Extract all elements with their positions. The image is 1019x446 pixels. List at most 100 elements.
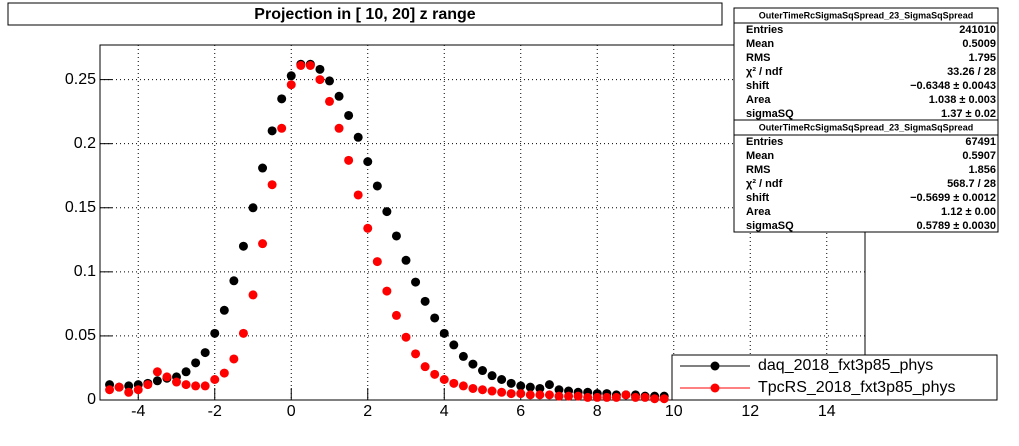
- legend-marker: [710, 383, 720, 393]
- stats-label: χ² / ndf: [746, 178, 783, 190]
- y-tick-label: 0.2: [74, 135, 96, 152]
- data-point: [478, 366, 487, 376]
- data-point: [152, 367, 162, 377]
- data-point: [286, 71, 296, 81]
- data-point: [468, 359, 478, 369]
- stats-value: 67491: [965, 136, 996, 148]
- data-point: [544, 390, 554, 400]
- data-point: [124, 381, 134, 391]
- x-tick-label: 10: [665, 403, 683, 420]
- stats-value: 0.5009: [962, 38, 996, 50]
- data-point: [296, 61, 306, 71]
- data-point: [162, 372, 172, 382]
- stats-value: 1.038 ± 0.003: [929, 94, 996, 106]
- data-point: [172, 377, 181, 387]
- data-point: [238, 328, 248, 338]
- data-point: [191, 358, 201, 368]
- y-tick-label: 0.1: [74, 263, 96, 280]
- data-point: [554, 391, 564, 401]
- x-tick-label: -4: [131, 403, 145, 420]
- data-point: [353, 190, 363, 200]
- data-point: [219, 368, 229, 378]
- stats-value: 241010: [959, 24, 996, 36]
- data-point: [363, 157, 373, 167]
- data-point: [143, 380, 153, 390]
- data-point: [449, 340, 459, 350]
- data-point: [344, 110, 354, 120]
- data-point: [449, 378, 459, 388]
- stats-value: 1.37 ± 0.02: [941, 108, 996, 120]
- x-tick-label: 8: [593, 403, 602, 420]
- data-point: [353, 132, 363, 142]
- data-point: [497, 374, 507, 384]
- stats-label: shift: [746, 80, 770, 92]
- chart-title: Projection in [ 10, 20] z range: [254, 6, 475, 23]
- y-tick-label: 0.25: [65, 71, 96, 88]
- stats-value: 33.26 / 28: [947, 66, 996, 78]
- data-point: [497, 387, 507, 397]
- legend-box: [671, 354, 998, 401]
- x-tick-label: 6: [516, 403, 525, 420]
- stats-box: [733, 119, 999, 233]
- data-point: [640, 392, 650, 402]
- data-point: [124, 387, 134, 397]
- data-point: [363, 223, 373, 233]
- data-point: [430, 313, 440, 323]
- stats-title: OuterTimeRcSigmaSqSpread_23_SigmaSqSprea…: [759, 122, 973, 132]
- stats-value: 1.856: [968, 164, 996, 176]
- data-point: [200, 381, 210, 391]
- data-point: [200, 348, 210, 358]
- data-point: [411, 277, 421, 287]
- data-point: [621, 390, 631, 400]
- data-point: [267, 180, 277, 190]
- data-point: [114, 382, 124, 392]
- data-point: [238, 241, 248, 251]
- data-point: [248, 203, 258, 213]
- data-point: [439, 328, 449, 338]
- data-point: [659, 394, 669, 404]
- data-point: [650, 394, 660, 404]
- data-point: [430, 369, 440, 379]
- x-tick-label: 14: [818, 403, 836, 420]
- stats-label: sigmaSQ: [746, 108, 794, 120]
- data-point: [105, 385, 115, 395]
- data-point: [468, 383, 478, 393]
- data-point: [487, 371, 497, 381]
- x-tick-label: 12: [741, 403, 759, 420]
- data-point: [277, 123, 287, 133]
- stats-value: 0.5789 ± 0.0030: [917, 220, 996, 232]
- data-point: [631, 392, 640, 402]
- data-point: [458, 381, 468, 391]
- x-tick-label: 2: [363, 403, 372, 420]
- data-point: [401, 332, 411, 342]
- y-tick-label: 0: [87, 391, 96, 408]
- legend-label: daq_2018_fxt3p85_phys: [758, 357, 933, 374]
- stats-label: Area: [746, 206, 771, 218]
- data-point: [219, 305, 229, 315]
- data-point: [487, 386, 497, 396]
- data-point: [210, 328, 220, 338]
- data-point: [391, 310, 401, 320]
- data-point: [248, 290, 258, 300]
- data-point: [382, 286, 392, 296]
- data-point: [258, 163, 268, 173]
- data-point: [564, 391, 574, 401]
- x-tick-label: -2: [208, 403, 222, 420]
- data-point: [525, 390, 535, 400]
- data-point: [152, 376, 162, 386]
- data-point: [478, 385, 487, 395]
- data-point: [525, 382, 535, 392]
- stats-label: RMS: [746, 52, 770, 64]
- stats-value: −0.5699 ± 0.0012: [910, 192, 996, 204]
- data-point: [535, 383, 545, 393]
- data-point: [305, 61, 315, 71]
- data-point: [372, 257, 382, 267]
- data-point: [611, 392, 621, 402]
- data-point: [315, 64, 325, 74]
- stats-value: 1.795: [968, 52, 996, 64]
- stats-label: χ² / ndf: [746, 66, 783, 78]
- y-tick-label: 0.15: [65, 199, 96, 216]
- stats-value: 568.7 / 28: [947, 178, 996, 190]
- data-point: [516, 389, 526, 399]
